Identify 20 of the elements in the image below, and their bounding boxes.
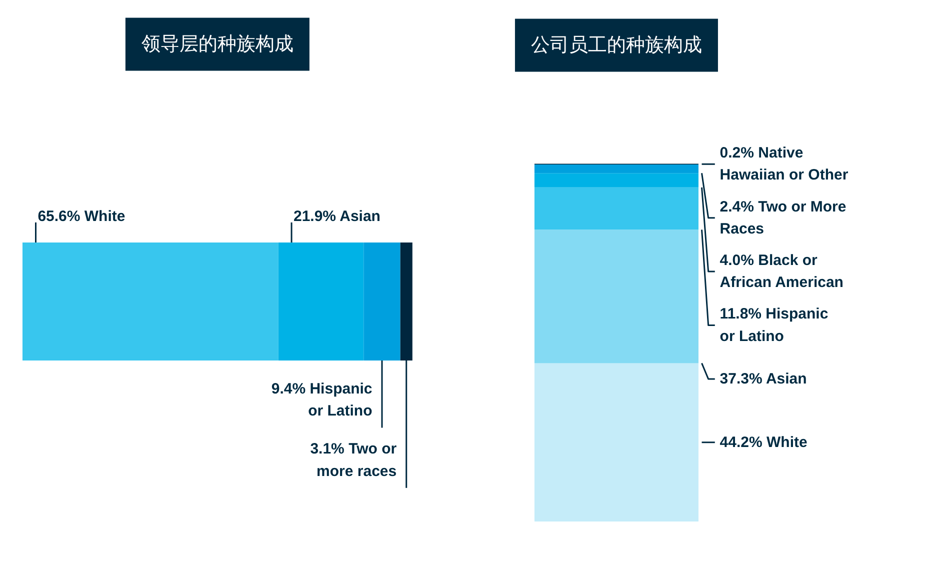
chart-title: 领导层的种族构成	[141, 34, 294, 55]
bar	[534, 363, 698, 522]
data-label: 65.6% White	[38, 208, 126, 226]
data-label: 37.3% Asian	[720, 370, 807, 388]
bar	[534, 230, 698, 364]
data-label: 44.2% White	[720, 434, 808, 451]
data-label: 3.1% Two or more races	[310, 440, 397, 480]
data-label: 9.4% Hispanic or Latino	[271, 380, 372, 420]
data-label: 0.2% Native Hawaiian or Other	[720, 144, 848, 184]
data-label: 4.0% Black or African American	[720, 252, 844, 292]
data-label: 11.8% Hispanic or Latino	[720, 306, 828, 345]
chart-title: 公司员工的种族构成	[530, 34, 702, 56]
data-label: 2.4% Two or More Races	[720, 198, 846, 238]
bar	[278, 242, 364, 360]
bar	[534, 173, 698, 188]
bar	[22, 242, 278, 360]
data-label: 21.9% Asian	[293, 208, 380, 226]
bar	[534, 164, 698, 174]
bar	[364, 242, 400, 360]
bar	[534, 187, 698, 230]
